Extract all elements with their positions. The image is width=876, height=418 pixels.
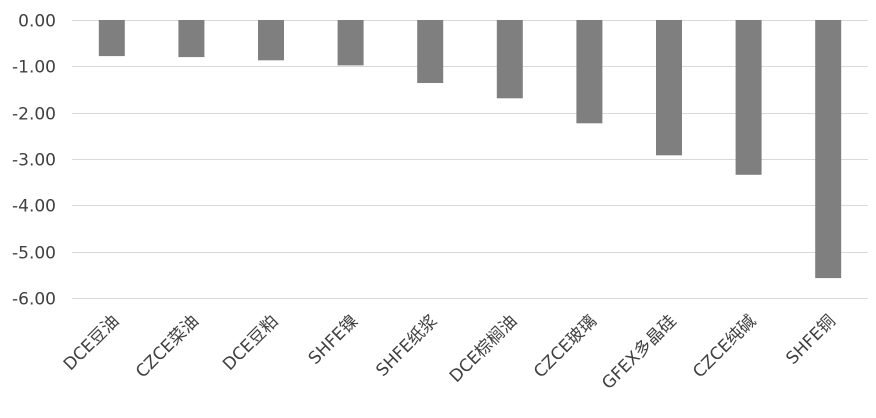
- x-category-label: DCE豆粕: [219, 311, 282, 374]
- x-category-label: CZCE纯碱: [689, 311, 760, 382]
- bar: [178, 20, 205, 58]
- y-axis-ticks: 0.00 -1.00 -2.00 -3.00 -4.00 -5.00 -6.00: [12, 12, 56, 310]
- y-tick-label: -5.00: [12, 244, 56, 264]
- grid-layer: [72, 20, 868, 299]
- y-tick-label: 0.00: [18, 12, 56, 32]
- bar: [656, 20, 682, 156]
- x-category-label: CZCE玻璃: [530, 311, 601, 382]
- x-category-label: DCE棕榈油: [446, 311, 521, 386]
- bar: [576, 20, 603, 124]
- y-tick-label: -1.00: [12, 58, 56, 78]
- y-tick-label: -6.00: [12, 290, 56, 310]
- y-tick-label: -3.00: [12, 151, 56, 171]
- bar: [337, 20, 364, 66]
- x-category-label: SHFE铜: [782, 311, 839, 368]
- y-tick-label: -4.00: [12, 197, 56, 217]
- x-axis-labels: DCE豆油 CZCE菜油 DCE豆粕 SHFE镍 SHFE纸浆 DCE棕榈油 CZCE玻璃G…: [60, 311, 840, 393]
- bar: [258, 20, 284, 61]
- bar: [496, 20, 523, 99]
- bar: [98, 20, 125, 57]
- bars: [98, 20, 842, 279]
- x-category-label: SHFE纸浆: [372, 311, 441, 380]
- x-category-label: DCE豆油: [60, 311, 123, 374]
- x-category-label: SHFE镍: [305, 311, 362, 368]
- bar: [815, 20, 842, 279]
- x-category-label: GFEX多晶硅: [598, 311, 680, 393]
- y-tick-label: -2.00: [12, 105, 56, 125]
- x-category-label: CZCE菜油: [132, 311, 203, 382]
- bar: [735, 20, 762, 175]
- bar: [417, 20, 444, 83]
